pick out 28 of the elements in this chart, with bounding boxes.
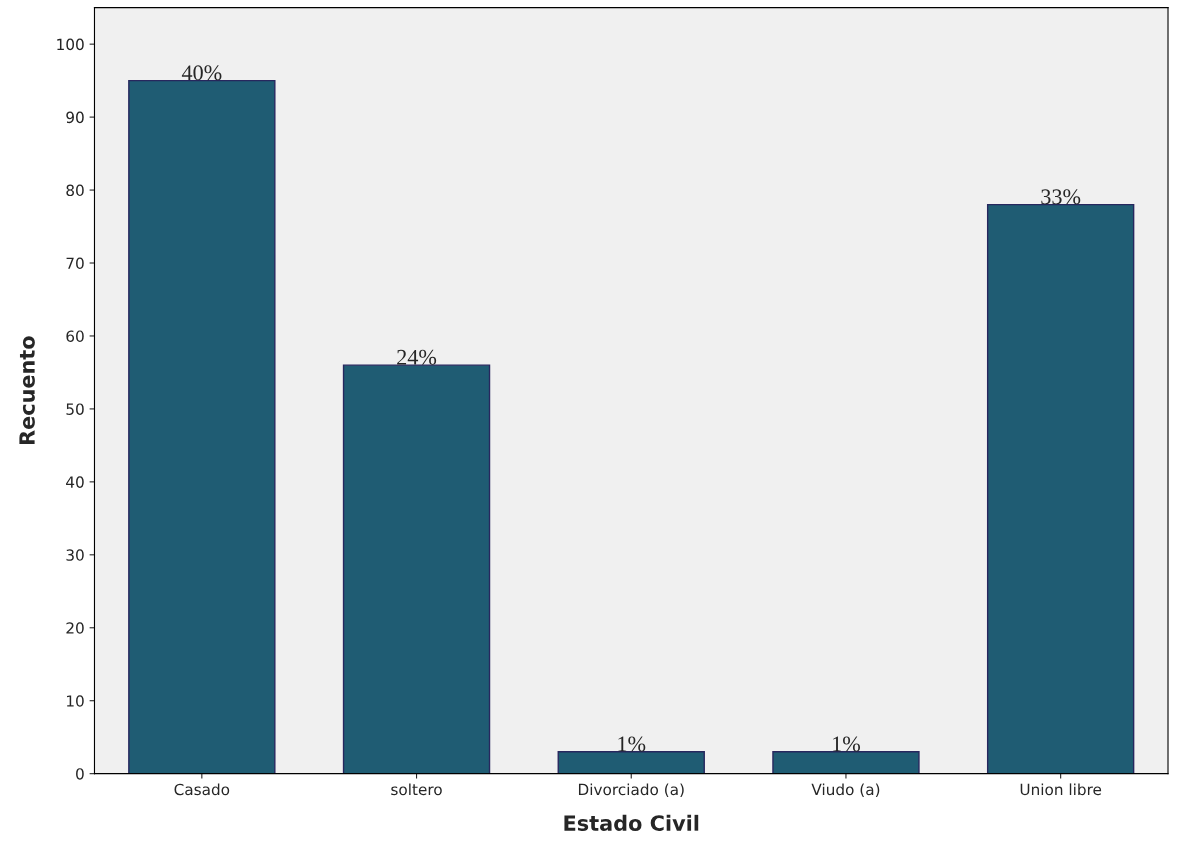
y-tick-label: 0 [76, 768, 84, 780]
y-tick-label: 70 [66, 257, 84, 270]
x-axis-title: Estado Civil [564, 814, 699, 831]
x-tick-label: Viudo (a) [811, 783, 880, 798]
bar [128, 79, 276, 774]
bar [557, 751, 705, 774]
y-tick-label: 80 [66, 184, 84, 197]
x-tick-label: soltero [391, 783, 442, 796]
bar [772, 751, 920, 774]
annotation: 40% [181, 65, 222, 81]
y-tick-label: 100 [57, 38, 84, 51]
annotation: 24% [397, 349, 437, 365]
annotation: 33% [1041, 189, 1081, 205]
y-tick-label: 10 [66, 695, 84, 707]
bar [986, 203, 1135, 774]
x-tick-label: Union libre [1020, 783, 1102, 796]
y-tick-label: 40 [66, 476, 84, 488]
y-tick-label: 20 [66, 622, 84, 634]
x-tick-label: Casado [174, 783, 230, 796]
y-tick-label: 90 [66, 111, 84, 124]
x-tick-label: Divorciado (a) [578, 783, 684, 798]
bar [342, 364, 491, 774]
y-axis-title: Recuento [19, 336, 35, 445]
annotation: 1% [618, 736, 646, 752]
y-tick-label: 50 [66, 403, 84, 415]
annotation: 1% [833, 736, 860, 752]
y-tick-label: 30 [66, 549, 84, 561]
y-tick-label: 60 [66, 330, 84, 342]
